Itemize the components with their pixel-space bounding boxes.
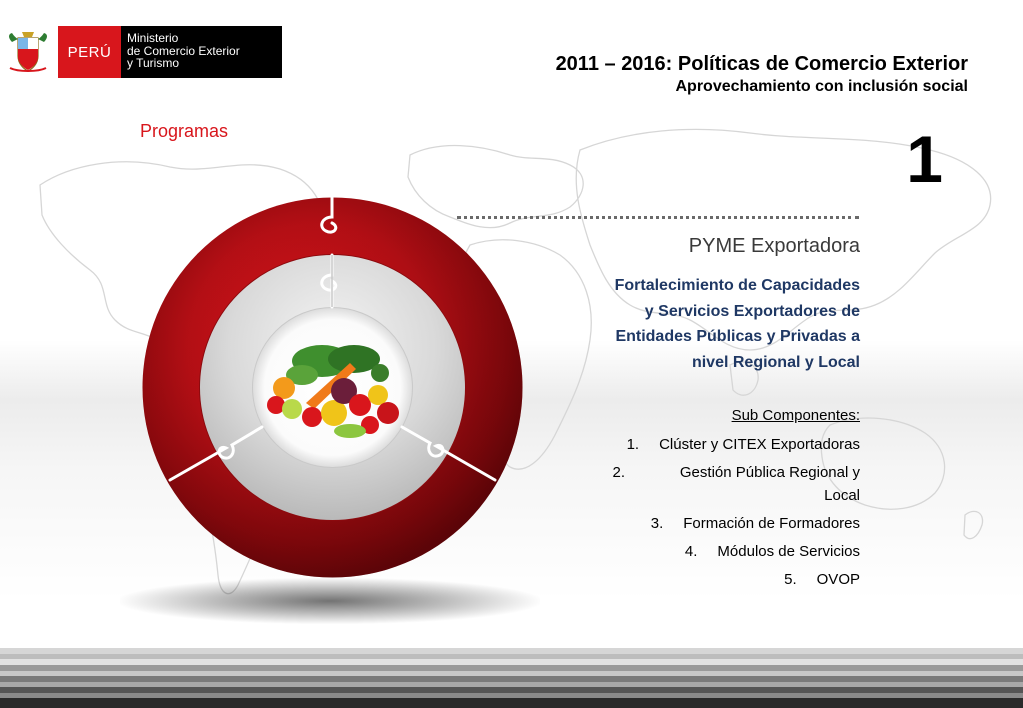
vegetables-photo [267,345,399,438]
list-item-number: 3. [650,515,664,532]
list-item-label: Formación de Formadores [683,515,860,532]
slide-title: 2011 – 2016: Políticas de Comercio Exter… [555,53,968,75]
logo-country-label: PERÚ [58,26,121,78]
list-item: 4. Módulos de Servicios [560,540,860,563]
dotted-divider [457,216,859,219]
list-item-label: OVOP [816,571,860,588]
program-number: 1 [906,122,943,196]
list-item-number: 5. [784,571,797,588]
components-list: 1. Clúster y CITEX Exportadoras 2. Gestión… [560,433,860,596]
list-item: 1. Clúster y CITEX Exportadoras [560,433,860,456]
peru-coat-of-arms-icon [9,32,47,72]
section-label: Programas [140,121,229,141]
components-label: Sub Componentes: [731,407,860,424]
program-description-line: Fortalecimiento de Capacidades [614,277,860,294]
diagram-shadow [120,578,540,624]
program-description-line: Entidades Públicas y Privadas a [615,328,860,345]
list-item-label: Clúster y CITEX Exportadoras [659,436,860,453]
ministry-logo: PERÚ Ministerio de Comercio Exterior y T… [6,26,282,78]
list-item-number: 4. [684,543,698,560]
footer-stripes [0,648,1023,708]
list-item-number: 2. [612,464,625,481]
list-item-label: Gestión Pública Regional y Local [679,464,860,504]
logo-ministry-line: y Turismo [127,56,180,70]
slide-header: 2011 – 2016: Políticas de Comercio Exter… [556,52,968,98]
logo-ministry-name: Ministerio de Comercio Exterior y Turism… [121,26,282,78]
logo-ministry-line: Ministerio [127,31,179,45]
program-description-line: y Servicios Exportadores de [644,302,860,320]
list-item: 3. Formación de Formadores [560,512,860,535]
program-name: PYME Exportadora [688,235,860,257]
program-description: Fortalecimiento de Capacidades y Servici… [560,273,860,375]
list-item: 5. OVOP [560,568,860,591]
list-item-number: 1. [626,436,640,453]
slide-subtitle: Aprovechamiento con inclusión social [675,78,968,95]
logo-ministry-line: de Comercio Exterior [127,43,240,58]
program-description-line: nivel Regional y Local [691,353,860,371]
list-item-label: Módulos de Servicios [717,543,860,560]
list-item: 2. Gestión Pública Regional y Local [560,461,860,507]
